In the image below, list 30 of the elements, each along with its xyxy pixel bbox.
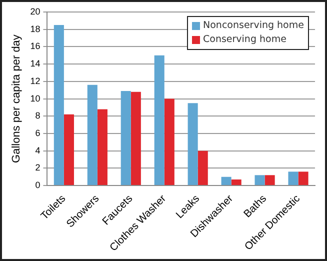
bar (87, 84, 98, 186)
legend-label: Conserving home (203, 33, 286, 47)
y-tick-label: 6 (35, 128, 40, 138)
bar (64, 114, 74, 186)
bar (298, 172, 308, 186)
bar (164, 98, 174, 186)
y-axis-title: Gallons per capita per day (10, 34, 23, 163)
y-tick-label: 12 (30, 76, 40, 86)
bar (254, 175, 265, 186)
bar (198, 150, 208, 186)
y-tick-label: 4 (35, 145, 40, 156)
bar (120, 90, 131, 186)
y-tick-label: 18 (30, 24, 40, 34)
bar (97, 109, 108, 186)
y-tick-label: 8 (35, 110, 40, 121)
legend-label: Nonconserving home (203, 19, 304, 33)
bar (288, 172, 298, 186)
bar (188, 103, 198, 186)
y-tick-label: 2 (35, 162, 40, 173)
bar (54, 25, 64, 186)
bar (221, 176, 232, 186)
bar (154, 55, 164, 186)
bar (264, 175, 275, 186)
y-tick-label: 20 (30, 6, 40, 16)
y-tick-label: 0 (35, 180, 40, 190)
y-tick-label: 10 (30, 93, 40, 104)
bar (231, 179, 242, 186)
y-tick-label: 16 (30, 41, 40, 52)
bar (130, 92, 141, 186)
y-tick-label: 14 (30, 58, 40, 69)
